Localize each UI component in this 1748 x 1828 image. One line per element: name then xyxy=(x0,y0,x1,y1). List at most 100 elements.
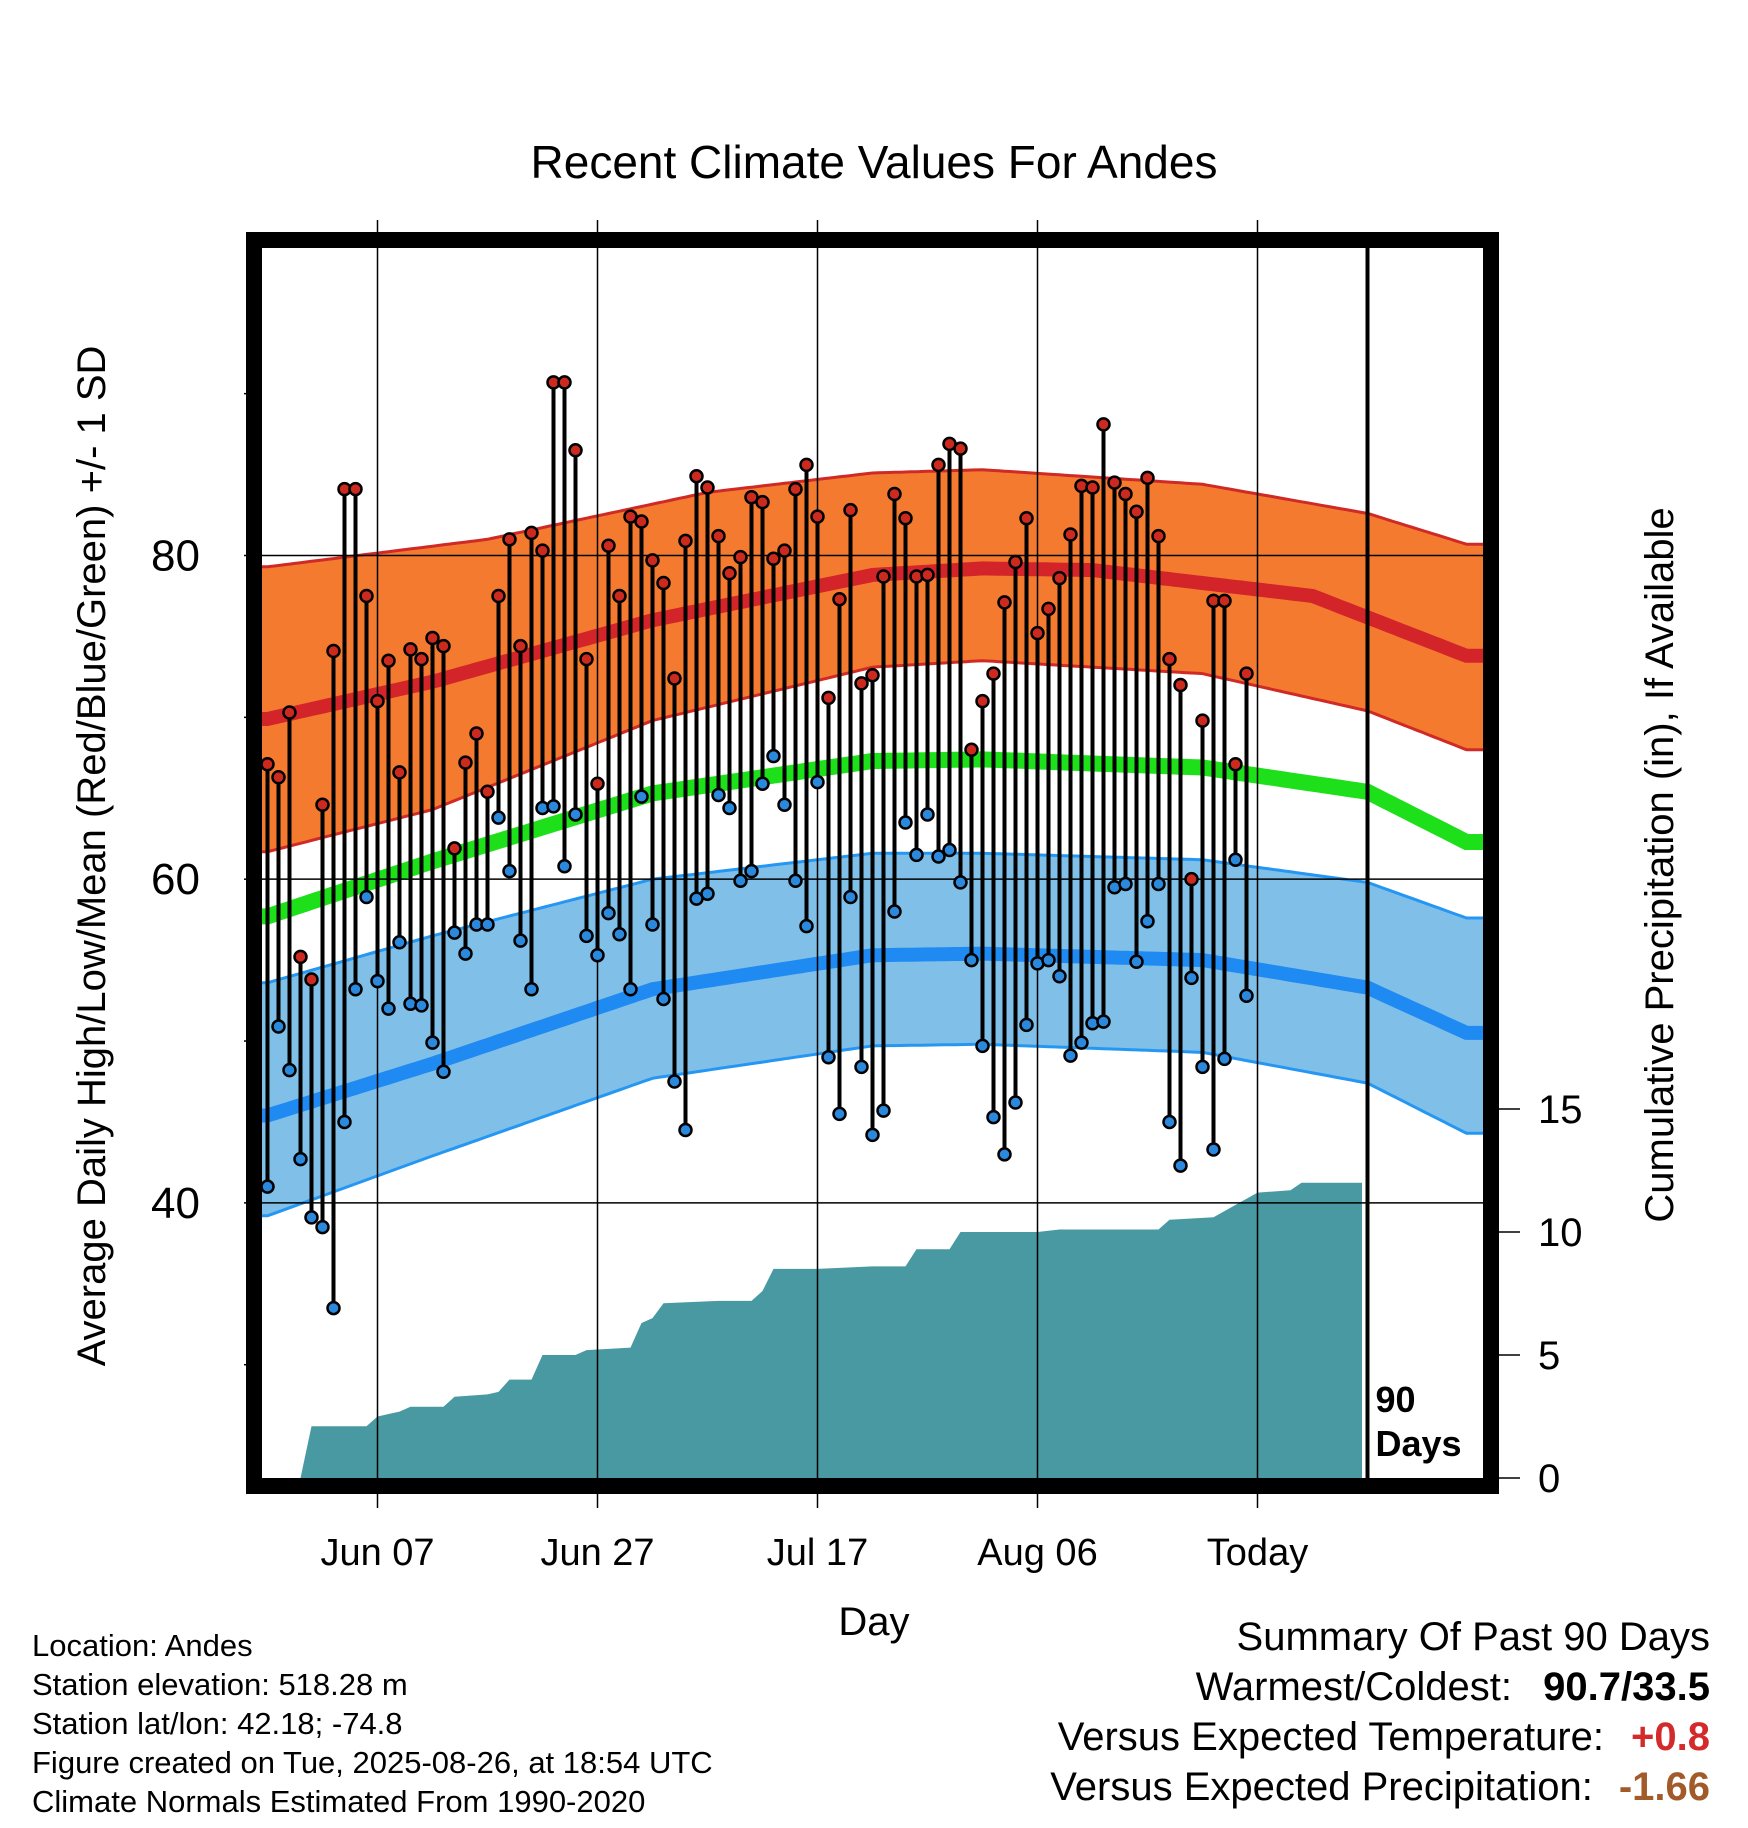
low-temp-point xyxy=(623,981,638,997)
high-temp-point xyxy=(381,653,396,668)
low-temp-point xyxy=(568,807,583,822)
low-temp-point xyxy=(909,847,924,863)
low-temp-point xyxy=(1340,0,1352,6)
low-temp-point xyxy=(1173,1158,1188,1173)
latlon-text: Station lat/lon: 42.18; -74.8 xyxy=(32,1706,403,1741)
low-temp-point xyxy=(1052,969,1067,984)
low-temp-point xyxy=(315,1219,330,1235)
high-temp-point xyxy=(1085,480,1100,495)
low-temp-point xyxy=(700,886,715,901)
high-temp-point xyxy=(1351,0,1363,6)
high-temp-point xyxy=(1307,0,1319,6)
high-temp-point xyxy=(986,666,1001,681)
high-temp-point xyxy=(1195,713,1210,728)
high-temp-point xyxy=(1162,651,1177,667)
high-temp-point xyxy=(436,638,451,654)
high-temp-point xyxy=(579,651,594,667)
high-temp-point xyxy=(1285,0,1297,6)
low-temp-point xyxy=(854,1059,869,1075)
high-temp-point xyxy=(1217,593,1232,609)
high-temp-point xyxy=(447,841,462,856)
high-temp-point xyxy=(557,375,572,390)
high-sd-upper-line xyxy=(262,468,1483,569)
high-temp-point xyxy=(601,538,616,554)
y-tick-label: 40 xyxy=(151,1179,200,1228)
high-temp-point xyxy=(293,949,308,965)
high-temp-point xyxy=(887,486,902,502)
low-temp-point xyxy=(1296,0,1308,6)
low-temp-point xyxy=(579,928,594,944)
low-temp-point xyxy=(1063,1048,1078,1063)
low-temp-point xyxy=(359,889,374,905)
high-temp-point xyxy=(370,693,385,709)
high-temp-point xyxy=(755,494,770,510)
normal-high-line xyxy=(262,561,1483,726)
high-temp-point xyxy=(392,765,407,780)
chart-title: Recent Climate Values For Andes xyxy=(531,136,1218,188)
low-temp-point xyxy=(1228,852,1243,868)
high-temp-point xyxy=(568,443,583,458)
high-temp-point xyxy=(1274,0,1286,6)
x-tick-label: Jun 07 xyxy=(320,1532,434,1574)
high-temp-point xyxy=(766,551,781,566)
precip-value: -1.66 xyxy=(1618,1765,1710,1809)
low-temp-point xyxy=(810,774,825,790)
precip-area xyxy=(300,1182,1362,1478)
low-temp-point xyxy=(546,799,561,814)
low-temp-point xyxy=(337,1114,352,1130)
low-temp-point xyxy=(678,1122,693,1138)
low-temp-point xyxy=(262,1179,275,1194)
high-temp-point xyxy=(1019,511,1034,526)
low-temp-point xyxy=(1129,954,1144,969)
low-temp-point xyxy=(755,776,770,791)
low-temp-point xyxy=(436,1064,451,1080)
low-temp-point xyxy=(1041,952,1056,968)
low-temp-point xyxy=(414,998,429,1013)
high-temp-point xyxy=(854,676,869,691)
low-temp-point xyxy=(766,748,781,764)
high-temp-point xyxy=(271,769,286,785)
x-axis-label: Day xyxy=(838,1600,909,1644)
high-temp-point xyxy=(1239,666,1254,681)
low-temp-point xyxy=(1252,0,1264,6)
high-temp-point xyxy=(975,693,990,709)
high-temp-point xyxy=(1318,0,1330,6)
high-temp-point xyxy=(315,797,330,812)
summary-precip-row: Versus Expected Precipitation: -1.66 xyxy=(1050,1762,1710,1812)
high-temp-point xyxy=(513,638,528,654)
high-temp-point xyxy=(1151,528,1166,544)
y-tick-label: 60 xyxy=(151,855,200,904)
low-temp-point xyxy=(326,1300,341,1316)
low-temp-point xyxy=(997,1147,1012,1162)
y-axis-label: Average Daily High/Low/Mean (Red/Blue/Gr… xyxy=(70,346,114,1367)
summary-temp-row: Versus Expected Temperature: +0.8 xyxy=(1050,1712,1710,1762)
low-temp-point xyxy=(975,1038,990,1054)
window-label-count: 90 xyxy=(1376,1379,1416,1420)
high-temp-point xyxy=(524,525,539,541)
high-temp-point xyxy=(645,553,660,568)
high-temp-point xyxy=(304,972,319,987)
low-temp-point xyxy=(282,1062,297,1078)
x-tick-label: Today xyxy=(1207,1532,1308,1574)
low-temp-point xyxy=(1263,0,1275,6)
y-tick-label: 80 xyxy=(151,532,200,581)
high-temp-point xyxy=(1329,0,1341,6)
low-temp-point xyxy=(788,873,803,889)
high-temp-point xyxy=(722,566,737,581)
high-temp-point xyxy=(1041,601,1056,617)
low-temp-point xyxy=(865,1127,880,1143)
y2-tick-label: 0 xyxy=(1538,1457,1560,1501)
high-temp-point xyxy=(997,595,1012,610)
high-temp-point xyxy=(502,532,517,547)
high-temp-point xyxy=(843,502,858,518)
low-temp-point xyxy=(1351,0,1363,6)
high-temp-point xyxy=(1096,417,1111,432)
high-temp-point xyxy=(777,543,792,558)
low-temp-point xyxy=(1217,1051,1232,1067)
low-temp-point xyxy=(1239,988,1254,1003)
low-temp-point xyxy=(931,849,946,864)
y2-tick-label: 15 xyxy=(1538,1088,1583,1132)
x-tick-label: Jul 17 xyxy=(767,1532,868,1574)
